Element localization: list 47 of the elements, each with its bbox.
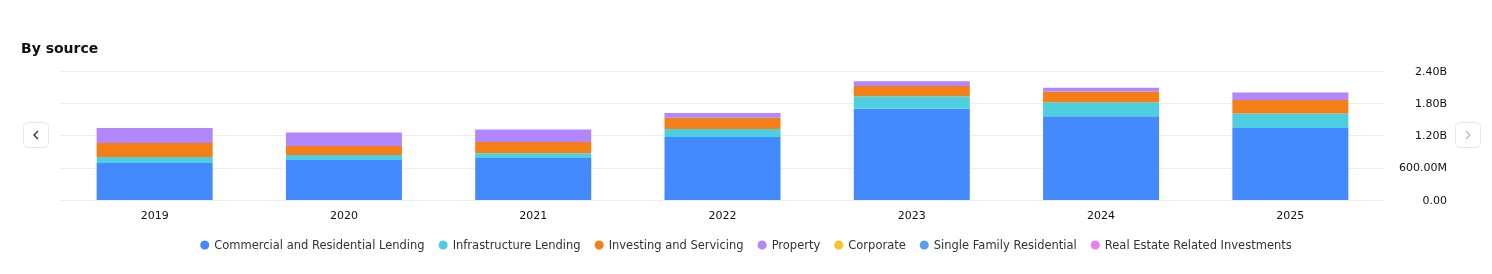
x-tick-label: 2019 [140, 209, 169, 222]
bar [96, 162, 213, 200]
bar [475, 129, 592, 142]
legend-label: Commercial and Residential Lending [214, 238, 425, 252]
bar [96, 143, 213, 157]
y-tick-label: 600.00M [1399, 161, 1447, 175]
bar [96, 157, 213, 163]
legend-label: Single Family Residential [933, 238, 1077, 252]
x-tick-label: 2024 [1087, 209, 1116, 222]
legend-label: Property [771, 238, 821, 252]
bar [853, 108, 970, 200]
legend-label: Corporate [848, 238, 906, 252]
bar [1043, 91, 1160, 103]
bar [853, 81, 970, 87]
bar [285, 159, 402, 200]
bar [475, 153, 592, 159]
y-tick-label: 1.20B [1414, 129, 1447, 142]
y-tick-label: 2.40B [1414, 64, 1447, 78]
bar [285, 145, 402, 156]
x-tick-label: 2025 [1276, 209, 1305, 222]
bar [1232, 127, 1349, 200]
bar [475, 141, 592, 154]
x-tick-label: 2022 [708, 209, 737, 222]
bar [96, 127, 213, 144]
y-tick-label: 1.80B [1414, 96, 1447, 110]
chart-title: By source [21, 40, 99, 56]
bar [1232, 92, 1349, 101]
bar [664, 117, 781, 130]
legend-label: Infrastructure Lending [452, 238, 581, 252]
bar [285, 132, 402, 146]
bar [475, 158, 592, 200]
bar [664, 137, 781, 200]
bar [1043, 102, 1160, 117]
bar [285, 155, 402, 160]
bar [664, 129, 781, 138]
x-tick-label: 2021 [519, 209, 548, 222]
bar [1043, 116, 1160, 200]
x-tick-label: 2023 [897, 209, 926, 222]
legend-label: Real Estate Related Investments [1104, 238, 1292, 252]
y-tick-label: 0.00 [1422, 193, 1447, 207]
x-tick-label: 2020 [329, 209, 358, 222]
bar [664, 112, 781, 118]
bar [853, 86, 970, 97]
bar [853, 96, 970, 109]
bar [1232, 113, 1349, 128]
legend-label: Investing and Servicing [608, 238, 744, 252]
bar [1232, 100, 1349, 114]
